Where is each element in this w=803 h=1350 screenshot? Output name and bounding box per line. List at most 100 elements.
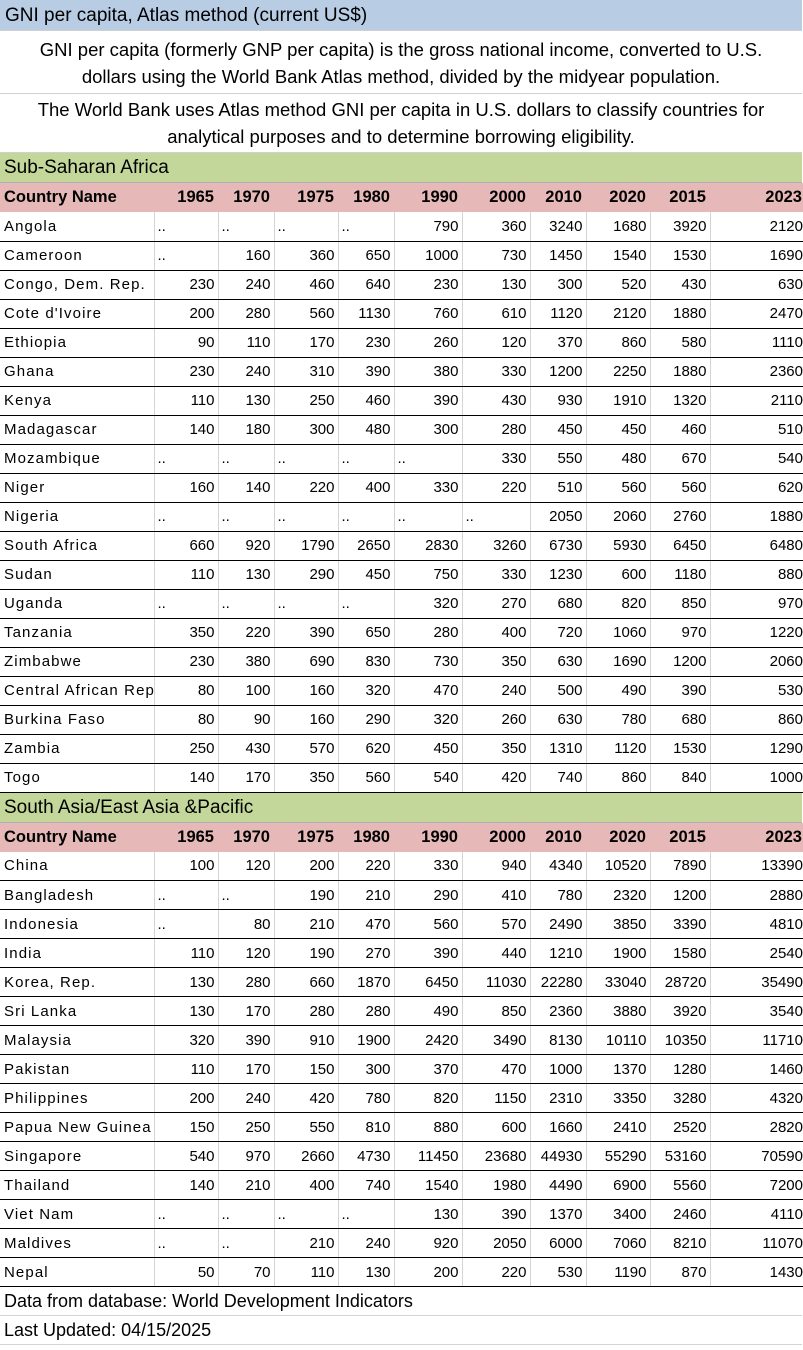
value-cell[interactable]: 880: [710, 560, 803, 590]
value-cell[interactable]: 480: [586, 444, 651, 474]
value-cell[interactable]: 1680: [586, 212, 651, 242]
value-cell[interactable]: 4340: [530, 851, 587, 881]
country-name-cell[interactable]: Central African Rep: [0, 676, 155, 706]
value-cell[interactable]: 150: [274, 1054, 339, 1084]
value-cell[interactable]: 3540: [710, 996, 803, 1026]
value-cell[interactable]: 280: [338, 996, 395, 1026]
value-cell[interactable]: 420: [274, 1083, 339, 1113]
header-year[interactable]: 2010: [530, 822, 586, 852]
value-cell[interactable]: 5560: [650, 1170, 711, 1200]
value-cell[interactable]: 2320: [586, 880, 651, 910]
value-cell[interactable]: 11450: [394, 1141, 463, 1171]
value-cell[interactable]: 460: [650, 415, 711, 445]
value-cell[interactable]: 230: [154, 357, 219, 387]
value-cell[interactable]: 600: [586, 560, 651, 590]
value-cell[interactable]: 170: [218, 763, 275, 793]
value-cell[interactable]: 1280: [650, 1054, 711, 1084]
value-cell[interactable]: 6730: [530, 531, 587, 561]
value-cell[interactable]: ..: [154, 1228, 219, 1258]
value-cell[interactable]: 860: [586, 328, 651, 358]
value-cell[interactable]: ..: [338, 1199, 395, 1229]
value-cell[interactable]: 140: [218, 473, 275, 503]
value-cell[interactable]: 2110: [710, 386, 803, 416]
value-cell[interactable]: 1450: [530, 241, 587, 271]
value-cell[interactable]: 1200: [650, 647, 711, 677]
value-cell[interactable]: 1370: [530, 1199, 587, 1229]
footer-updated[interactable]: Last Updated: 04/15/2025: [0, 1316, 802, 1345]
value-cell[interactable]: 560: [394, 909, 463, 939]
value-cell[interactable]: 70: [218, 1257, 275, 1287]
value-cell[interactable]: 390: [394, 386, 463, 416]
value-cell[interactable]: 3490: [462, 1025, 531, 1055]
value-cell[interactable]: 450: [338, 560, 395, 590]
value-cell[interactable]: 1190: [586, 1257, 651, 1287]
country-name-cell[interactable]: Indonesia: [0, 909, 155, 939]
value-cell[interactable]: 3880: [586, 996, 651, 1026]
value-cell[interactable]: 230: [394, 270, 463, 300]
value-cell[interactable]: 810: [338, 1112, 395, 1142]
value-cell[interactable]: ..: [218, 1199, 275, 1229]
header-year[interactable]: 2020: [586, 183, 650, 212]
value-cell[interactable]: 6450: [394, 967, 463, 997]
value-cell[interactable]: 180: [218, 415, 275, 445]
value-cell[interactable]: 560: [274, 299, 339, 329]
value-cell[interactable]: 320: [394, 705, 463, 735]
value-cell[interactable]: 53160: [650, 1141, 711, 1171]
value-cell[interactable]: 1230: [530, 560, 587, 590]
sheet-title[interactable]: GNI per capita, Atlas method (current US…: [0, 0, 802, 31]
value-cell[interactable]: 1060: [586, 618, 651, 648]
value-cell[interactable]: ..: [154, 241, 219, 271]
value-cell[interactable]: 130: [462, 270, 531, 300]
value-cell[interactable]: 80: [154, 705, 219, 735]
value-cell[interactable]: 930: [530, 386, 587, 416]
country-name-cell[interactable]: Sudan: [0, 560, 155, 590]
country-name-cell[interactable]: Ghana: [0, 357, 155, 387]
value-cell[interactable]: 130: [154, 967, 219, 997]
value-cell[interactable]: 530: [710, 676, 803, 706]
value-cell[interactable]: 1660: [530, 1112, 587, 1142]
value-cell[interactable]: 1880: [650, 357, 711, 387]
value-cell[interactable]: 410: [462, 880, 531, 910]
value-cell[interactable]: 450: [394, 734, 463, 764]
value-cell[interactable]: 390: [394, 938, 463, 968]
country-name-cell[interactable]: Togo: [0, 763, 155, 793]
value-cell[interactable]: 220: [462, 473, 531, 503]
value-cell[interactable]: 11070: [710, 1228, 803, 1258]
value-cell[interactable]: 280: [218, 967, 275, 997]
country-name-cell[interactable]: Thailand: [0, 1170, 155, 1200]
value-cell[interactable]: 230: [338, 328, 395, 358]
country-name-cell[interactable]: Ethiopia: [0, 328, 155, 358]
value-cell[interactable]: ..: [218, 502, 275, 532]
country-name-cell[interactable]: Philippines: [0, 1083, 155, 1113]
header-year[interactable]: 1990: [394, 822, 462, 852]
value-cell[interactable]: 380: [394, 357, 463, 387]
value-cell[interactable]: 2050: [530, 502, 587, 532]
value-cell[interactable]: 170: [274, 328, 339, 358]
value-cell[interactable]: 390: [462, 1199, 531, 1229]
value-cell[interactable]: 880: [394, 1112, 463, 1142]
value-cell[interactable]: 620: [710, 473, 803, 503]
value-cell[interactable]: 3920: [650, 996, 711, 1026]
value-cell[interactable]: 7200: [710, 1170, 803, 1200]
value-cell[interactable]: 560: [650, 473, 711, 503]
value-cell[interactable]: 240: [218, 270, 275, 300]
value-cell[interactable]: 380: [218, 647, 275, 677]
value-cell[interactable]: 2830: [394, 531, 463, 561]
value-cell[interactable]: 1870: [338, 967, 395, 997]
value-cell[interactable]: 130: [218, 560, 275, 590]
value-cell[interactable]: 830: [338, 647, 395, 677]
value-cell[interactable]: 3920: [650, 212, 711, 242]
value-cell[interactable]: 120: [462, 328, 531, 358]
value-cell[interactable]: 550: [530, 444, 587, 474]
header-year[interactable]: 1975: [274, 822, 338, 852]
value-cell[interactable]: ..: [154, 880, 219, 910]
header-year[interactable]: 1980: [338, 822, 394, 852]
value-cell[interactable]: 560: [586, 473, 651, 503]
value-cell[interactable]: 320: [394, 589, 463, 619]
value-cell[interactable]: 1320: [650, 386, 711, 416]
value-cell[interactable]: 350: [274, 763, 339, 793]
country-name-cell[interactable]: Burkina Faso: [0, 705, 155, 735]
value-cell[interactable]: 300: [338, 1054, 395, 1084]
country-name-cell[interactable]: Pakistan: [0, 1054, 155, 1084]
value-cell[interactable]: 420: [462, 763, 531, 793]
